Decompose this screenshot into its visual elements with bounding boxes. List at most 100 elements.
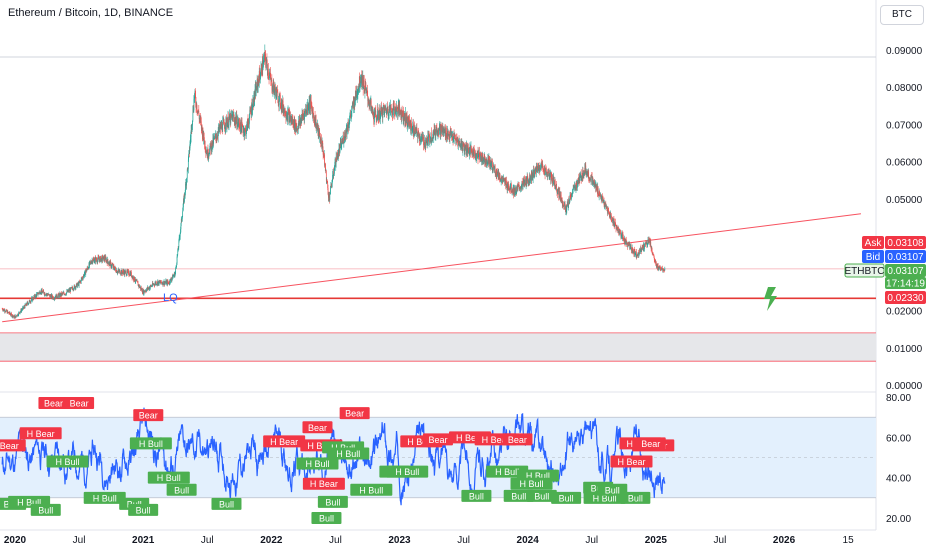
candle-body [382,107,384,109]
candle-body [169,281,171,284]
candle-body [5,309,7,311]
candle-body [218,127,220,131]
candle-body [599,194,601,196]
candle-body [483,155,485,160]
candle-body [362,76,363,85]
candle-body [619,232,621,235]
candle-body [430,132,432,142]
candle-body [81,278,83,279]
candle-body [88,263,90,266]
candle-body [30,300,32,303]
time-tick-label: Jul [201,535,214,546]
candle-body [393,103,394,115]
candle-body [363,87,364,89]
currency-button[interactable]: BTC [880,5,924,25]
symbol-label: ETHBTC [845,266,885,277]
candle-body [49,294,50,297]
candle-body [369,102,371,108]
lightning-icon[interactable] [764,287,777,311]
candle-body [491,161,493,162]
candle-body [485,162,487,164]
candle-body [190,137,192,140]
candle-body [428,135,429,142]
candle-body [64,294,66,295]
candle-body [26,305,28,306]
candle-body [156,284,158,285]
candle-body [143,290,145,294]
candle-body [443,128,444,131]
candle-body [150,285,152,287]
candle-body [410,120,412,127]
candle-body [175,268,177,273]
candle-body [44,293,46,296]
candle-body [216,135,218,139]
candle-body [379,108,381,115]
candle-body [351,106,353,111]
candle-body [493,165,495,168]
candle-body [332,171,334,176]
candle-body [109,261,111,266]
candle-body [276,90,278,92]
candle-body [314,115,316,124]
candle-body [650,245,652,249]
candle-body [141,291,143,293]
candle-body [235,117,237,124]
candle-body [350,115,352,117]
candle-body [269,74,271,76]
candle-body [402,110,404,119]
candle-body [466,144,467,153]
candle-body [377,109,378,119]
candle-body [53,299,55,300]
candle-body [246,122,248,130]
candle-body [164,282,166,285]
candle-body [604,202,606,207]
candle-body [62,293,63,294]
candle-body [376,118,378,121]
candle-body [444,129,446,133]
candle-body [240,120,242,127]
candle-body [282,101,283,109]
candle-body [248,123,250,125]
candle-body [393,103,395,107]
candle-body [61,293,63,294]
candle-body [39,291,41,293]
candle-body [542,169,544,171]
candle-body [171,279,172,281]
candle-body [341,141,343,142]
candle-body [372,109,374,115]
candle-body [403,110,404,121]
candle-body [40,293,41,295]
candle-body [385,108,387,112]
candle-body [466,144,468,153]
candle-body [397,111,399,115]
candle-body [314,118,315,124]
candle-body [291,118,293,120]
candle-body [65,293,66,295]
candle-body [44,293,46,295]
candle-body [445,135,447,138]
candle-body [85,270,86,275]
candle-body [99,259,100,262]
candle-body [69,289,71,291]
candle-body [619,232,621,233]
candle-body [320,140,322,144]
candle-body [278,101,280,105]
candle-body [504,179,506,184]
candle-body [584,167,586,174]
candle-body [326,179,328,182]
candle-body [359,85,361,87]
candle-body [477,154,479,160]
candle-body [600,195,601,197]
candle-body [130,272,132,276]
candle-body [370,99,371,106]
candle-body [658,266,660,270]
candle-body [25,303,27,306]
candle-body [639,249,640,254]
candle-body [217,135,218,137]
candle-body [182,211,184,217]
candle-body [369,99,371,103]
candle-body [58,294,60,297]
candle-body [540,162,542,165]
candle-body [647,239,649,243]
